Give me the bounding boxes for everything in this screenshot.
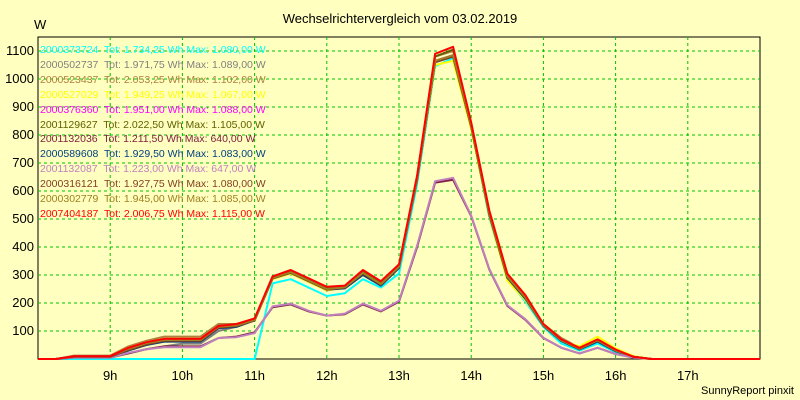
legend: 2000373724 Tot: 1.734,25 Wh Max: 1.080,0…: [40, 43, 266, 222]
y-tick-label: 800: [12, 127, 34, 142]
y-tick-label: 400: [12, 239, 34, 254]
legend-entry-2000523437: 2000523437 Tot: 2.053,25 Wh Max: 1.102,0…: [40, 73, 266, 86]
x-tick-label: 10h: [172, 368, 194, 383]
legend-entry-2000502737: 2000502737 Tot: 1.971,75 Wh Max: 1.089,0…: [40, 58, 266, 71]
x-axis-tick-labels: 9h 10h 11h 12h 13h 14h 15h 16h 17h: [103, 368, 699, 383]
legend-entry-2000316121: 2000316121 Tot: 1.927,75 Wh Max: 1.080,0…: [40, 178, 266, 191]
footer-credit: SunnyReport pinxit: [701, 385, 794, 397]
y-tick-label: 100: [12, 323, 34, 338]
legend-entry-2000376360: 2000376360 Tot: 1.951,00 Wh Max: 1.088,0…: [40, 103, 266, 116]
x-tick-label: 11h: [244, 368, 265, 383]
legend-entry-2000527029: 2000527029 Tot: 1.949,25 Wh Max: 1.067,0…: [40, 88, 266, 101]
series-lines: [38, 45, 760, 360]
x-tick-label: 17h: [677, 368, 699, 383]
y-tick-label: 700: [12, 155, 34, 170]
legend-entry-2007404187: 2007404187 Tot: 2.006,75 Wh Max: 1.115,0…: [40, 207, 265, 220]
y-axis-tick-labels: 100 200 300 400 500 600 700 800 900 1000 1100: [5, 43, 34, 338]
legend-entry-2001132036: 2001132036 Tot: 1.211,50 Wh Max: 640,00 …: [40, 133, 256, 146]
series-line-2007404187: [38, 45, 760, 360]
legend-entry-2001129627: 2001129627 Tot: 2.022,50 Wh Max: 1.105,0…: [40, 118, 265, 131]
y-tick-label: 200: [12, 295, 34, 310]
legend-entry-2000302779: 2000302779 Tot: 1.945,00 Wh Max: 1.085,0…: [40, 193, 266, 206]
y-tick-label: 1100: [6, 43, 34, 58]
x-tick-label: 14h: [460, 368, 482, 383]
x-tick-label: 15h: [533, 368, 555, 383]
y-tick-label: 900: [12, 99, 34, 114]
legend-entry-2000589608: 2000589608 Tot: 1.929,50 Wh Max: 1.083,0…: [40, 148, 266, 161]
y-tick-label: 600: [12, 183, 34, 198]
y-tick-label: 1000: [5, 71, 34, 86]
y-tick-label: 500: [12, 211, 34, 226]
legend-entry-2001132087: 2001132087 Tot: 1.223,00 Wh Max: 647,00 …: [40, 163, 257, 176]
legend-entry-2000373724: 2000373724 Tot: 1.734,25 Wh Max: 1.080,0…: [40, 44, 266, 56]
chart-title: Wechselrichtervergleich vom 03.02.2019: [282, 11, 518, 26]
grid-lines: [38, 37, 760, 359]
x-tick-label: 12h: [316, 368, 338, 383]
x-tick-label: 16h: [605, 368, 627, 383]
plot-area: [37, 36, 761, 360]
y-tick-label: 300: [12, 267, 34, 282]
y-axis-unit-label: W: [34, 17, 47, 32]
x-tick-label: 9h: [103, 368, 117, 383]
x-tick-label: 13h: [388, 368, 410, 383]
